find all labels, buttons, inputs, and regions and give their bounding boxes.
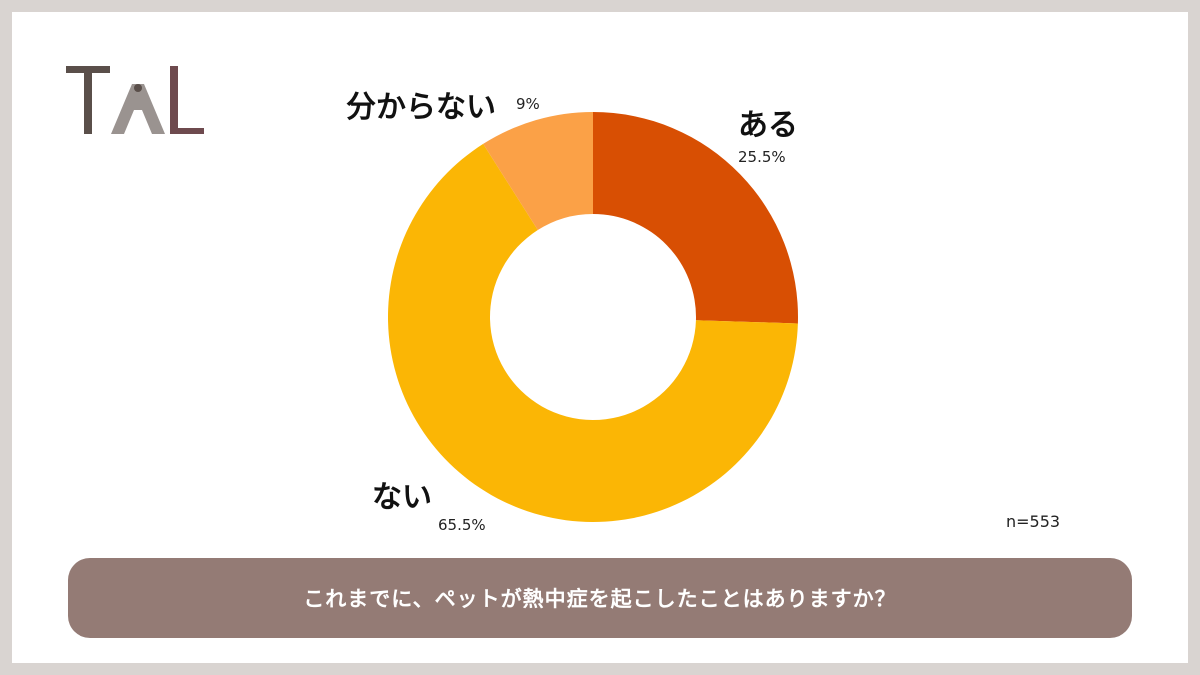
sample-size-label: n=553 — [1006, 512, 1061, 531]
donut-slice-1 — [388, 143, 798, 522]
slice-label-nai: ない — [372, 480, 432, 515]
slice-label-wakaranai: 分からない — [346, 90, 496, 125]
slice-value-wakaranai: 9% — [516, 95, 540, 113]
question-text: これまでに、ペットが熱中症を起こしたことはありますか？ — [303, 587, 897, 611]
slice-label-aru: ある — [738, 108, 798, 143]
donut-slice-0 — [593, 112, 799, 324]
donut-slice-2 — [483, 112, 593, 231]
tal-logo — [66, 66, 204, 134]
question-banner: これまでに、ペットが熱中症を起こしたことはありますか？ — [68, 558, 1132, 638]
slice-value-aru: 25.5% — [738, 148, 786, 166]
slice-value-nai: 65.5% — [438, 516, 486, 534]
